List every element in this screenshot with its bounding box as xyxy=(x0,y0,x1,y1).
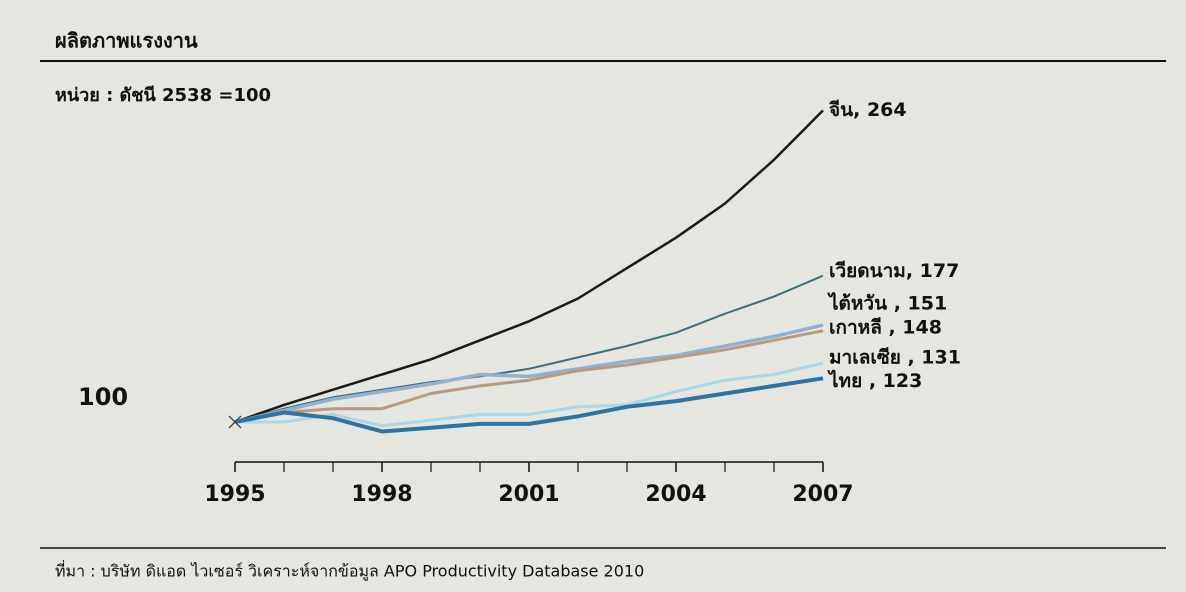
series-label: จีน, 264 xyxy=(829,99,907,121)
series-label: ไต้หวัน , 151 xyxy=(827,292,947,315)
x-tick-label: 2001 xyxy=(498,482,559,507)
series-label: เวียดนาม, 177 xyxy=(829,260,959,282)
x-tick-label: 1998 xyxy=(351,482,412,507)
source-note: ที่มา : บริษัท ดิแอด ไวเซอร์ วิเคราะห์จา… xyxy=(55,560,644,582)
y-tick-label: 100 xyxy=(78,383,128,411)
series-line xyxy=(234,109,824,424)
series-line xyxy=(234,376,824,434)
series-label: เกาหลี , 148 xyxy=(829,316,942,338)
x-tick-label: 1995 xyxy=(204,482,265,507)
series-label: มาเลเซีย , 131 xyxy=(829,347,961,369)
series-line xyxy=(234,329,824,424)
series-line xyxy=(235,361,824,428)
chart-title: ผลิตภาพแรงงาน xyxy=(55,29,198,53)
series-line xyxy=(234,274,824,423)
series-line xyxy=(234,323,824,424)
origin-marker xyxy=(228,415,242,429)
x-tick-label: 2004 xyxy=(645,482,706,507)
series-label: ไทย , 123 xyxy=(827,369,922,392)
chart-subtitle: หน่วย : ดัชนี 2538 =100 xyxy=(55,85,271,106)
x-tick-label: 2007 xyxy=(792,482,853,507)
